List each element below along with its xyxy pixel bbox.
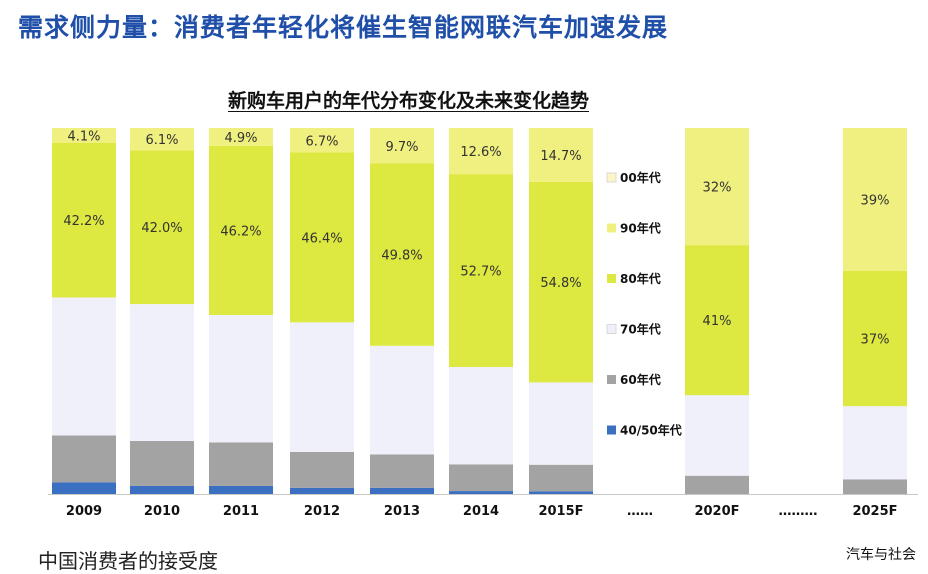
data-label-2010-90: 6.1% xyxy=(145,133,178,148)
bar-segment-2015F-90 xyxy=(529,128,593,182)
legend-label-40-50: 40/50年代 xyxy=(620,423,682,438)
ellipsis-label: …… xyxy=(627,504,653,519)
bar-segment-2014-90 xyxy=(449,128,513,175)
bar-segment-2015F-40-50 xyxy=(529,491,593,494)
bar-segment-2014-70 xyxy=(449,366,513,465)
bar-segment-2014-60 xyxy=(449,464,513,492)
bar-segment-2009-90 xyxy=(52,128,116,144)
data-label-2025F-90: 39% xyxy=(861,193,890,208)
bar-segment-2012-90 xyxy=(290,128,354,153)
legend-label-90: 90年代 xyxy=(620,221,661,236)
x-tick-label-2013: 2013 xyxy=(384,504,420,519)
bar-segment-2010-40-50 xyxy=(130,485,194,494)
x-tick-label-2012: 2012 xyxy=(304,504,340,519)
bar-segment-2025F-70 xyxy=(843,406,907,480)
data-label-2015F-90: 14.7% xyxy=(540,149,581,164)
x-tick-label-2010: 2010 xyxy=(144,504,180,519)
bar-segment-2011-90 xyxy=(209,128,273,146)
source-label: 汽车与社会 xyxy=(846,547,916,563)
data-label-2010-80: 42.0% xyxy=(141,221,182,236)
bar-segment-2014-80 xyxy=(449,174,513,367)
data-label-2009-90: 4.1% xyxy=(67,130,100,145)
bar-segment-2013-90 xyxy=(370,128,434,164)
bar-segment-2011-60 xyxy=(209,442,273,486)
data-label-2011-90: 4.9% xyxy=(224,131,257,146)
footer-caption: 中国消费者的接受度 xyxy=(38,549,218,573)
bar-segment-2020F-60 xyxy=(685,475,749,494)
x-tick-label-2009: 2009 xyxy=(66,504,102,519)
data-label-2014-90: 12.6% xyxy=(460,145,501,160)
legend-swatch-80 xyxy=(607,274,616,283)
legend-swatch-70 xyxy=(606,324,617,334)
data-label-2012-90: 6.7% xyxy=(305,134,338,149)
bar-segment-2025F-60 xyxy=(843,479,907,494)
bar-segment-2011-80 xyxy=(209,145,273,316)
x-tick-label-2015F: 2015F xyxy=(538,504,583,519)
bar-segment-2015F-60 xyxy=(529,464,593,492)
data-label-2013-80: 49.8% xyxy=(381,249,422,264)
bar-segment-2010-70 xyxy=(130,304,194,441)
bar-segment-2009-70 xyxy=(52,297,116,436)
bar-segment-2009-80 xyxy=(52,143,116,298)
bar-segment-2013-40-50 xyxy=(370,487,434,494)
bar-segment-2012-80 xyxy=(290,152,354,323)
bar-segment-2010-80 xyxy=(130,150,194,305)
legend-swatch-60 xyxy=(607,375,616,384)
bar-segment-2025F-90 xyxy=(843,128,907,271)
bar-segment-2013-70 xyxy=(370,345,434,455)
ellipsis-label: ……… xyxy=(779,504,818,519)
bar-segment-2011-40-50 xyxy=(209,485,273,494)
bar-segment-2020F-70 xyxy=(685,395,749,476)
data-label-2009-80: 42.2% xyxy=(63,214,104,229)
bar-segment-2010-60 xyxy=(130,440,194,486)
x-tick-label-2011: 2011 xyxy=(223,504,259,519)
data-label-2011-80: 46.2% xyxy=(220,224,261,239)
bar-segment-2025F-80 xyxy=(843,270,907,407)
bar-segment-2012-40-50 xyxy=(290,487,354,494)
legend-swatch-00 xyxy=(606,172,617,183)
legend-label-80: 80年代 xyxy=(620,271,661,286)
bar-segment-2015F-80 xyxy=(529,181,593,383)
bar-segment-2009-60 xyxy=(52,435,116,483)
bar-segment-2012-60 xyxy=(290,451,354,488)
bar-segment-2010-90 xyxy=(130,128,194,151)
x-tick-label-2020F: 2020F xyxy=(694,504,739,519)
x-tick-label-2025F: 2025F xyxy=(852,504,897,519)
legend-swatch-90 xyxy=(607,223,616,233)
data-label-2025F-80: 37% xyxy=(861,332,890,347)
bar-segment-2015F-70 xyxy=(529,382,593,465)
page-title: 需求侧力量：消费者年轻化将催生智能网联汽车加速发展 xyxy=(18,13,669,42)
stacked-bar-chart: 2009 2010 2011 2012 2013 2014 2015F 2020F 2025F 4… xyxy=(48,128,918,519)
bar-segment-2013-60 xyxy=(370,454,434,488)
data-label-2015F-80: 54.8% xyxy=(540,276,581,291)
bar-segment-2020F-80 xyxy=(685,245,749,396)
legend-label-70: 70年代 xyxy=(620,322,661,337)
data-label-2013-90: 9.7% xyxy=(385,140,418,155)
bar-segment-2013-80 xyxy=(370,163,434,346)
data-label-2014-80: 52.7% xyxy=(460,265,501,280)
data-label-2020F-80: 41% xyxy=(703,314,732,329)
bar-segment-2014-40-50 xyxy=(449,491,513,494)
legend-label-60: 60年代 xyxy=(620,372,661,387)
bar-segment-2020F-90 xyxy=(685,128,749,246)
data-label-2020F-90: 32% xyxy=(703,181,732,196)
data-label-2012-80: 46.4% xyxy=(301,231,342,246)
legend-label-00: 00年代 xyxy=(620,170,661,185)
bar-segment-2009-40-50 xyxy=(52,482,116,494)
bar-segment-2011-70 xyxy=(209,315,273,443)
chart-title: 新购车用户的年代分布变化及未来变化趋势 xyxy=(228,90,590,112)
bar-segment-2012-70 xyxy=(290,322,354,452)
legend-swatch-40-50 xyxy=(607,425,616,435)
x-tick-label-2014: 2014 xyxy=(463,504,499,519)
